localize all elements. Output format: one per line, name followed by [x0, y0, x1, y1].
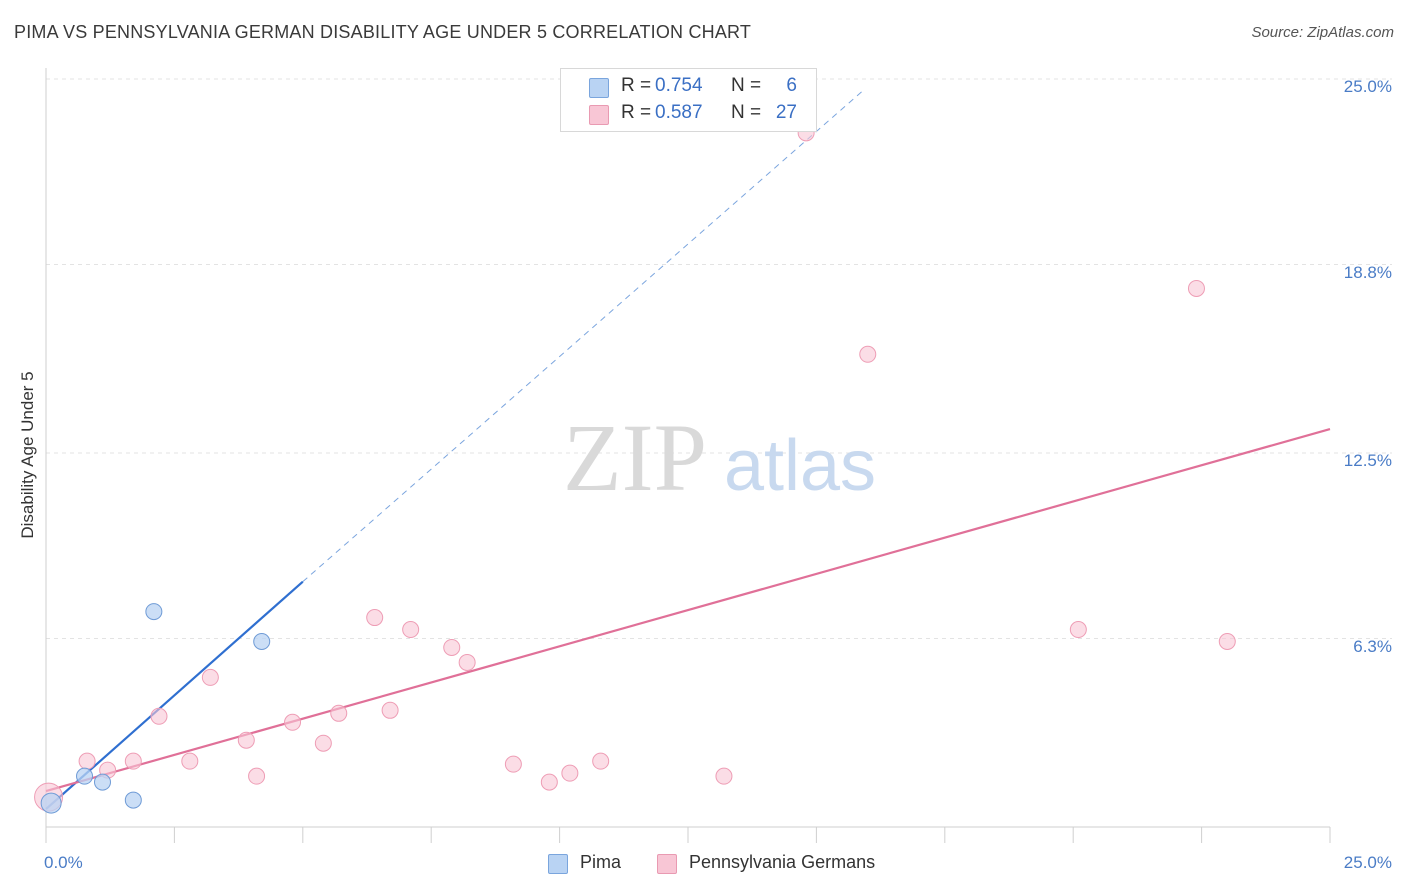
- pima-point: [40, 792, 62, 814]
- pennsylvania-germans-point: [561, 764, 579, 782]
- pennsylvania-germans-point: [78, 752, 96, 770]
- n-value: 27: [775, 102, 797, 123]
- pennsylvania-germans-point: [237, 731, 255, 749]
- pennsylvania-germans-trend-line: [45, 428, 1331, 793]
- pennsylvania-germans-point: [330, 704, 348, 722]
- pennsylvania-germans-point: [150, 707, 168, 725]
- chart-title: PIMA VS PENNSYLVANIA GERMAN DISABILITY A…: [14, 22, 752, 42]
- pennsylvania-germans-swatch: [657, 854, 677, 874]
- watermark-zip: ZIP: [563, 404, 707, 511]
- pima-swatch: [589, 78, 609, 98]
- pennsylvania-germans-point: [284, 713, 302, 731]
- pennsylvania-germans-point: [443, 638, 461, 656]
- pennsylvania-germans-point: [592, 752, 610, 770]
- y-tick-label: 12.5%: [1343, 451, 1392, 470]
- correlation-legend: R = 0.754 N = 6 R = 0.587 N = 27: [560, 68, 817, 132]
- pennsylvania-germans-swatch: [589, 105, 609, 125]
- axes: [45, 68, 1331, 843]
- legend-label-pima: Pima: [580, 852, 622, 872]
- pima-point: [124, 791, 142, 809]
- grid-lines: [46, 78, 1392, 640]
- pima-point: [253, 632, 271, 650]
- source-credit: Source: ZipAtlas.com: [1251, 24, 1394, 41]
- pennsylvania-germans-point: [715, 767, 733, 785]
- pennsylvania-germans-point: [1069, 621, 1087, 639]
- n-label: N =: [731, 75, 762, 96]
- r-value: 0.754: [655, 75, 703, 96]
- legend-row-pima: R = 0.754 N = 6: [561, 75, 816, 101]
- pennsylvania-germans-point: [859, 345, 877, 363]
- pennsylvania-germans-point: [402, 621, 420, 639]
- r-label: R =: [621, 102, 652, 123]
- pennsylvania-germans-point: [381, 701, 399, 719]
- pennsylvania-germans-point: [314, 734, 332, 752]
- y-tick-label: 25.0%: [1343, 77, 1392, 96]
- pennsylvania-germans-point: [504, 755, 522, 773]
- pima-point: [76, 767, 94, 785]
- x-tick-label-min: 0.0%: [44, 853, 83, 872]
- watermark: ZIP atlas: [563, 404, 876, 511]
- y-tick-label: 6.3%: [1353, 636, 1392, 656]
- pennsylvania-germans-point: [1218, 632, 1236, 650]
- pennsylvania-germans-point: [458, 653, 476, 671]
- y-tick-label: 18.8%: [1343, 262, 1392, 282]
- pennsylvania-germans-point: [124, 752, 142, 770]
- pennsylvania-germans-point: [248, 767, 266, 785]
- pennsylvania-germans-point: [181, 752, 199, 770]
- pima-point: [93, 773, 111, 791]
- data-points: [34, 124, 1236, 814]
- pennsylvania-germans-point: [540, 773, 558, 791]
- r-value: 0.587: [655, 102, 703, 123]
- pima-swatch: [548, 854, 568, 874]
- n-value: 6: [786, 75, 797, 96]
- legend-label-pennsylvania-germans: Pennsylvania Germans: [689, 852, 876, 872]
- pennsylvania-germans-point: [366, 609, 384, 627]
- pennsylvania-germans-point: [201, 668, 219, 686]
- r-label: R =: [621, 75, 652, 96]
- legend-row-pennsylvania-germans: R = 0.587 N = 27: [561, 102, 816, 128]
- x-tick-label-max: 25.0%: [1343, 853, 1392, 872]
- pima-point: [145, 603, 163, 621]
- pima-trend-extension: [302, 90, 863, 583]
- pennsylvania-germans-point: [1187, 279, 1205, 297]
- watermark-atlas: atlas: [724, 426, 876, 506]
- n-label: N =: [731, 102, 762, 123]
